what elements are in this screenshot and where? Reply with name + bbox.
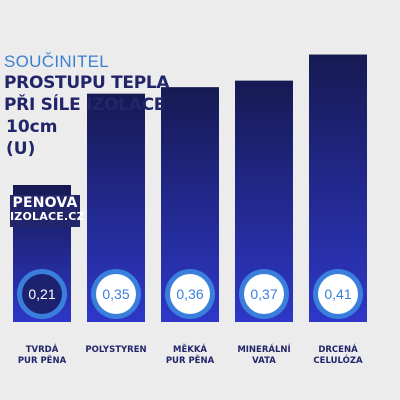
title-line-5: (U) xyxy=(6,139,36,159)
category-label-2-1: PUR PĚNA xyxy=(166,354,215,366)
category-label-0-1: PUR PĚNA xyxy=(18,354,67,366)
category-label-3-0: MINERÁLNÍ xyxy=(237,343,290,355)
value-label-1: 0,35 xyxy=(102,286,129,302)
title-line-2: PROSTUPU TEPLA xyxy=(4,73,170,93)
brand-logo: PENOVA IZOLACE.CZ xyxy=(10,195,85,227)
value-label-2: 0,36 xyxy=(176,286,203,302)
category-label-1-0: POLYSTYREN xyxy=(85,345,146,355)
title-line-3: PŘI SÍLE IZOLACE xyxy=(4,95,166,115)
title-line-4: 10cm xyxy=(6,117,58,137)
category-label-4-0: DRCENÁ xyxy=(318,343,358,355)
value-circle-4 xyxy=(318,274,358,314)
value-label-4: 0,41 xyxy=(324,286,351,302)
value-label-3: 0,37 xyxy=(250,286,277,302)
value-circle-1 xyxy=(96,274,136,314)
brand-line-1: PENOVA xyxy=(12,195,78,211)
category-label-4-1: CELULÓZA xyxy=(313,354,363,366)
category-label-3-1: VATA xyxy=(252,356,276,366)
value-circle-3 xyxy=(244,274,284,314)
title-line-1: SOUČINITEL xyxy=(4,52,110,71)
category-label-2-0: MĚKKÁ xyxy=(173,343,207,355)
value-circle-0 xyxy=(22,274,62,314)
chart-title: SOUČINITEL PROSTUPU TEPLA PŘI SÍLE IZOLA… xyxy=(4,52,170,160)
brand-line-2: IZOLACE.CZ xyxy=(10,210,85,223)
value-label-0: 0,21 xyxy=(28,286,55,302)
value-circle-2 xyxy=(170,274,210,314)
category-label-0-0: TVRDÁ xyxy=(26,343,59,355)
